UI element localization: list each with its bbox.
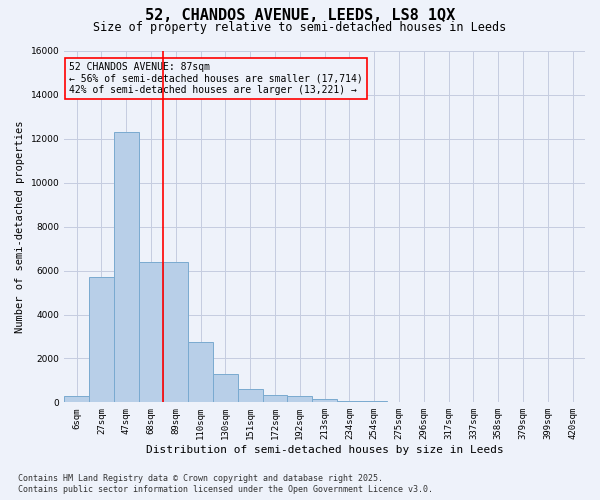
Bar (287, 396, 312, 402)
Bar (114, 132, 139, 402)
Bar (188, 342, 213, 402)
Text: Contains HM Land Registry data © Crown copyright and database right 2025.
Contai: Contains HM Land Registry data © Crown c… (18, 474, 433, 494)
X-axis label: Distribution of semi-detached houses by size in Leeds: Distribution of semi-detached houses by … (146, 445, 503, 455)
Text: 52, CHANDOS AVENUE, LEEDS, LS8 1QX: 52, CHANDOS AVENUE, LEEDS, LS8 1QX (145, 8, 455, 22)
Bar (163, 262, 188, 402)
Bar (89, 277, 114, 402)
Bar (139, 262, 163, 402)
Bar (238, 389, 263, 402)
Bar (64, 396, 89, 402)
Bar (312, 400, 337, 402)
Bar (263, 395, 287, 402)
Y-axis label: Number of semi-detached properties: Number of semi-detached properties (15, 120, 25, 333)
Text: 52 CHANDOS AVENUE: 87sqm
← 56% of semi-detached houses are smaller (17,714)
42% : 52 CHANDOS AVENUE: 87sqm ← 56% of semi-d… (70, 62, 363, 94)
Text: Size of property relative to semi-detached houses in Leeds: Size of property relative to semi-detach… (94, 22, 506, 35)
Bar (337, 401, 362, 402)
Bar (213, 374, 238, 402)
